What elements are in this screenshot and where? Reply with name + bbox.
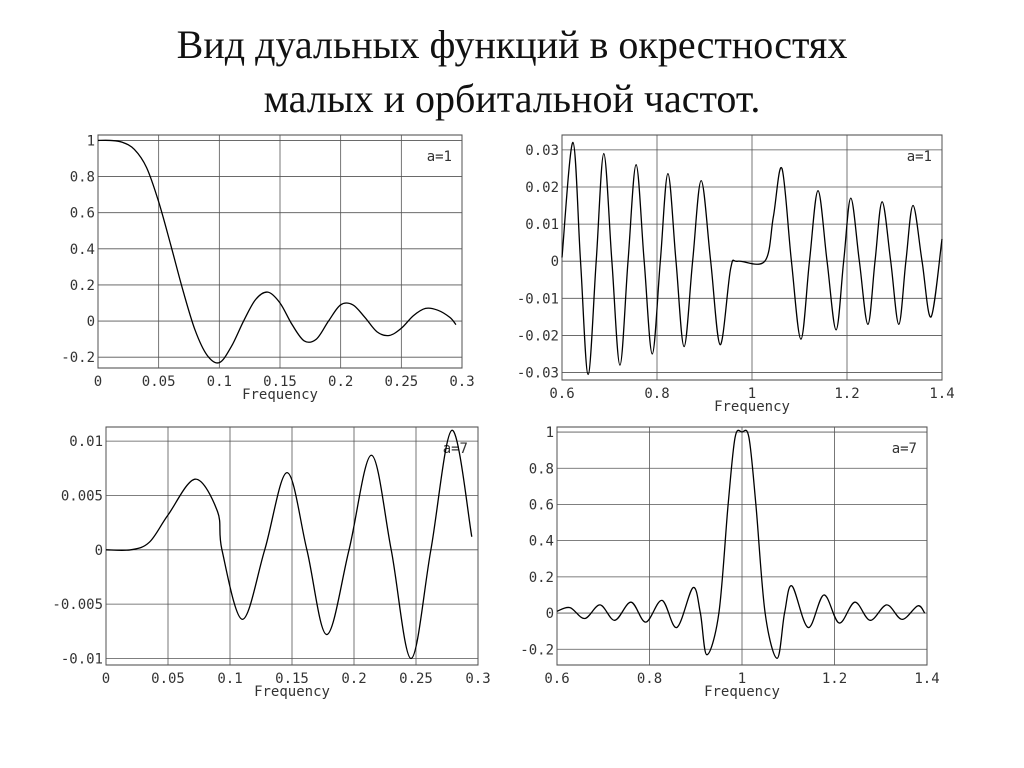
- y-tick-label: 1: [87, 133, 95, 149]
- data-line: [556, 429, 926, 659]
- y-tick-label: 1: [546, 425, 554, 441]
- data-line: [105, 429, 473, 660]
- data-line: [97, 139, 457, 364]
- y-tick-label: 0.6: [529, 497, 554, 513]
- y-tick-label: -0.2: [61, 350, 95, 366]
- x-tick-label: 1.4: [929, 386, 954, 402]
- x-tick-label: 0.6: [544, 671, 569, 687]
- y-tick-label: 0.4: [529, 534, 554, 550]
- y-tick-label: 0: [551, 254, 559, 270]
- y-tick-label: 0.8: [70, 170, 95, 186]
- x-axis-label: Frequency: [704, 684, 780, 700]
- x-tick-label: 0.8: [637, 671, 662, 687]
- x-tick-label: 0.3: [465, 671, 490, 687]
- annotation: a=1: [907, 149, 932, 165]
- x-tick-label: 1: [748, 386, 756, 402]
- y-tick-label: 0.2: [529, 570, 554, 586]
- y-tick-label: 0.03: [525, 143, 559, 159]
- y-tick-label: 0.02: [525, 180, 559, 196]
- x-tick-label: 0.2: [328, 374, 353, 390]
- x-tick-label: 0: [102, 671, 110, 687]
- x-tick-label: 1.2: [822, 671, 847, 687]
- y-tick-label: -0.01: [517, 291, 559, 307]
- y-tick-label: 0.01: [525, 217, 559, 233]
- y-tick-label: -0.005: [52, 597, 103, 613]
- x-tick-label: 0.2: [341, 671, 366, 687]
- x-tick-label: 0.15: [275, 671, 309, 687]
- x-tick-label: 0.1: [207, 374, 232, 390]
- y-tick-label: 0.005: [61, 488, 103, 504]
- x-tick-label: 0.25: [399, 671, 433, 687]
- y-tick-label: 0.6: [70, 206, 95, 222]
- x-axis-label: Frequency: [254, 684, 330, 700]
- x-tick-label: 1: [738, 671, 746, 687]
- x-axis-label: Frequency: [242, 387, 318, 403]
- y-tick-label: 0: [87, 314, 95, 330]
- annotation: a=7: [892, 441, 917, 457]
- x-tick-label: 0.05: [151, 671, 185, 687]
- x-tick-label: 0.8: [644, 386, 669, 402]
- y-tick-label: -0.02: [517, 328, 559, 344]
- x-tick-label: 0.25: [384, 374, 418, 390]
- slide-title: малых и орбитальной частот.: [264, 76, 761, 121]
- x-tick-label: 0.6: [549, 386, 574, 402]
- y-tick-label: 0.8: [529, 461, 554, 477]
- annotation: a=7: [443, 441, 468, 457]
- x-tick-label: 0: [94, 374, 102, 390]
- y-tick-label: -0.03: [517, 366, 559, 382]
- x-axis-label: Frequency: [714, 399, 790, 415]
- y-tick-label: 0: [546, 606, 554, 622]
- slide-title: Вид дуальных функций в окрестностях: [177, 22, 848, 67]
- data-line: [561, 141, 943, 376]
- y-tick-label: -0.01: [61, 651, 103, 667]
- x-tick-label: 1.4: [914, 671, 939, 687]
- x-tick-label: 0.05: [142, 374, 176, 390]
- y-tick-label: 0.01: [69, 434, 103, 450]
- y-tick-label: 0: [95, 543, 103, 559]
- y-tick-label: -0.2: [520, 642, 554, 658]
- x-tick-label: 1.2: [834, 386, 859, 402]
- x-tick-label: 0.15: [263, 374, 297, 390]
- x-tick-label: 0.3: [449, 374, 474, 390]
- annotation: a=1: [427, 149, 452, 165]
- x-tick-label: 0.1: [217, 671, 242, 687]
- y-tick-label: 0.2: [70, 278, 95, 294]
- y-tick-label: 0.4: [70, 242, 95, 258]
